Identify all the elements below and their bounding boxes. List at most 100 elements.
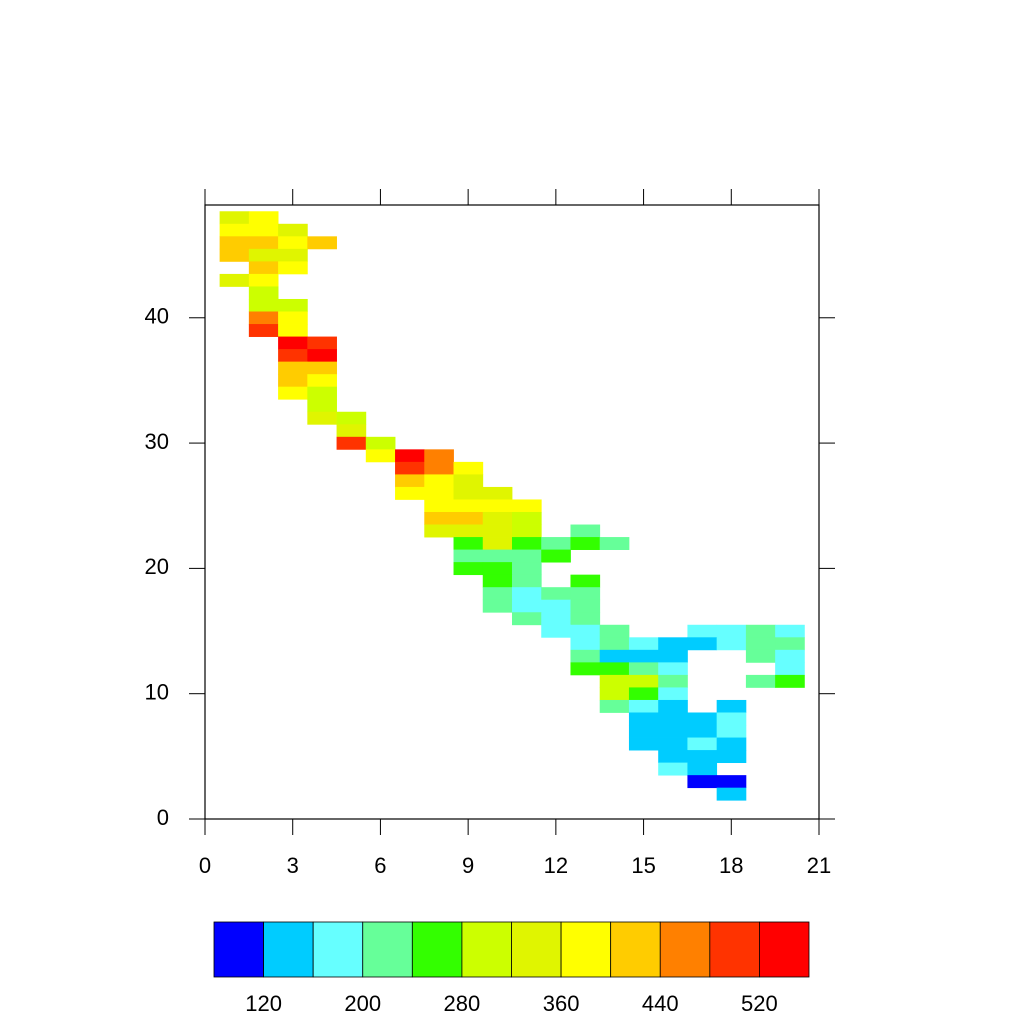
- heatmap-cell: [570, 599, 601, 613]
- heatmap-cell: [570, 624, 601, 638]
- heatmap-cell: [512, 512, 542, 525]
- heatmap-cell: [512, 599, 542, 613]
- heatmap-cell: [248, 298, 279, 312]
- y-tick-label: 30: [145, 429, 169, 454]
- heatmap-cell: [248, 223, 279, 237]
- colorbar-box: [362, 921, 413, 978]
- colorbar-box: [511, 921, 562, 978]
- heatmap-cell: [395, 449, 425, 463]
- heatmap-cell: [599, 649, 630, 663]
- heatmap-cell: [658, 637, 688, 651]
- heatmap-cell: [395, 486, 425, 500]
- heatmap-cell: [745, 624, 776, 638]
- colorbar-box: [759, 921, 810, 978]
- colorbar-label: 280: [444, 991, 481, 1016]
- heatmap-cell: [775, 662, 805, 676]
- heatmap-cell: [336, 411, 367, 425]
- heatmap-cell: [599, 699, 630, 713]
- heatmap-cell: [745, 649, 776, 663]
- heatmap-cell: [307, 386, 337, 400]
- heatmap-cell: [453, 499, 484, 513]
- colorbar-box: [312, 921, 364, 978]
- heatmap-cell: [628, 737, 659, 751]
- colorbar-label: 520: [741, 991, 778, 1016]
- heatmap-cell: [307, 399, 337, 413]
- heatmap-cell: [745, 674, 776, 688]
- heatmap-cell: [628, 674, 659, 688]
- heatmap-cell: [219, 211, 250, 225]
- heatmap-cell: [248, 324, 279, 337]
- heatmap-cell: [278, 248, 308, 262]
- heatmap-cell: [599, 537, 630, 550]
- x-tick-label: 9: [462, 853, 474, 878]
- heatmap-cell: [278, 223, 308, 237]
- heatmap-cell: [395, 461, 425, 475]
- heatmap-cell: [570, 587, 601, 601]
- heatmap-cell: [424, 461, 454, 475]
- heatmap-cell: [775, 624, 805, 638]
- colorbar-box: [411, 921, 463, 978]
- heatmap-cell: [570, 612, 601, 626]
- heatmap-cell: [745, 637, 776, 651]
- heatmap-cell: [658, 674, 688, 688]
- heatmap-cell: [278, 349, 308, 363]
- heatmap-cell: [278, 261, 308, 275]
- heatmap-cell: [365, 436, 396, 450]
- heatmap-cell: [424, 449, 454, 463]
- heatmap-cell: [512, 549, 542, 563]
- colorbar-box: [263, 921, 314, 978]
- heatmap-cell: [658, 737, 688, 751]
- heatmap-cell: [307, 349, 337, 363]
- heatmap-cell: [687, 775, 718, 789]
- heatmap-cell: [482, 486, 513, 500]
- heatmap-cell: [248, 248, 279, 262]
- y-tick-label: 10: [145, 680, 169, 705]
- y-tick-label: 40: [145, 304, 169, 329]
- heatmap-cell: [482, 512, 513, 525]
- heatmap-cell: [658, 712, 688, 726]
- heatmap-cell: [248, 236, 279, 250]
- colorbar-box: [213, 921, 264, 978]
- heatmap-cell: [424, 486, 454, 500]
- heatmap-cell: [658, 649, 688, 663]
- x-tick-label: 6: [374, 853, 386, 878]
- heatmap-cell: [512, 499, 542, 513]
- heatmap-cell: [570, 649, 601, 663]
- heatmap-cell: [541, 624, 571, 638]
- heatmap-cell: [453, 549, 484, 563]
- heatmap-cell: [628, 725, 659, 738]
- heatmap-cell: [716, 699, 747, 713]
- heatmap-cell: [424, 499, 454, 513]
- colorbar-box: [610, 921, 661, 978]
- heatmap-cell: [599, 624, 630, 638]
- colorbar-label: 200: [344, 991, 381, 1016]
- colorbar-box: [709, 921, 760, 978]
- heatmap-cell: [570, 524, 601, 538]
- plot-frame: [204, 204, 820, 820]
- heatmap-cell: [775, 637, 805, 651]
- heatmap-cell: [278, 324, 308, 337]
- heatmap-cell: [248, 211, 279, 225]
- heatmap-cell: [278, 311, 308, 325]
- heatmap-cell: [716, 725, 747, 738]
- colorbar-label: 120: [245, 991, 282, 1016]
- heatmap-cell: [687, 750, 718, 764]
- colorbar-box: [560, 921, 612, 978]
- heatmap-cell: [658, 687, 688, 701]
- heatmap-cell: [541, 599, 571, 613]
- y-tick-label: 0: [157, 805, 169, 830]
- colorbar-label: 360: [543, 991, 580, 1016]
- heatmap-cell: [278, 336, 308, 350]
- heatmap-cell: [248, 273, 279, 287]
- heatmap-cell: [775, 649, 805, 663]
- heatmap-cell: [512, 587, 542, 601]
- heatmap-cell: [541, 587, 571, 601]
- heatmap-cell: [453, 537, 484, 550]
- heatmap-cell: [716, 637, 747, 651]
- heatmap-cell: [336, 436, 367, 450]
- heatmap-cell: [482, 599, 513, 613]
- heatmap-cell: [541, 537, 571, 550]
- heatmap-cell: [278, 386, 308, 400]
- heatmap-cell: [570, 637, 601, 651]
